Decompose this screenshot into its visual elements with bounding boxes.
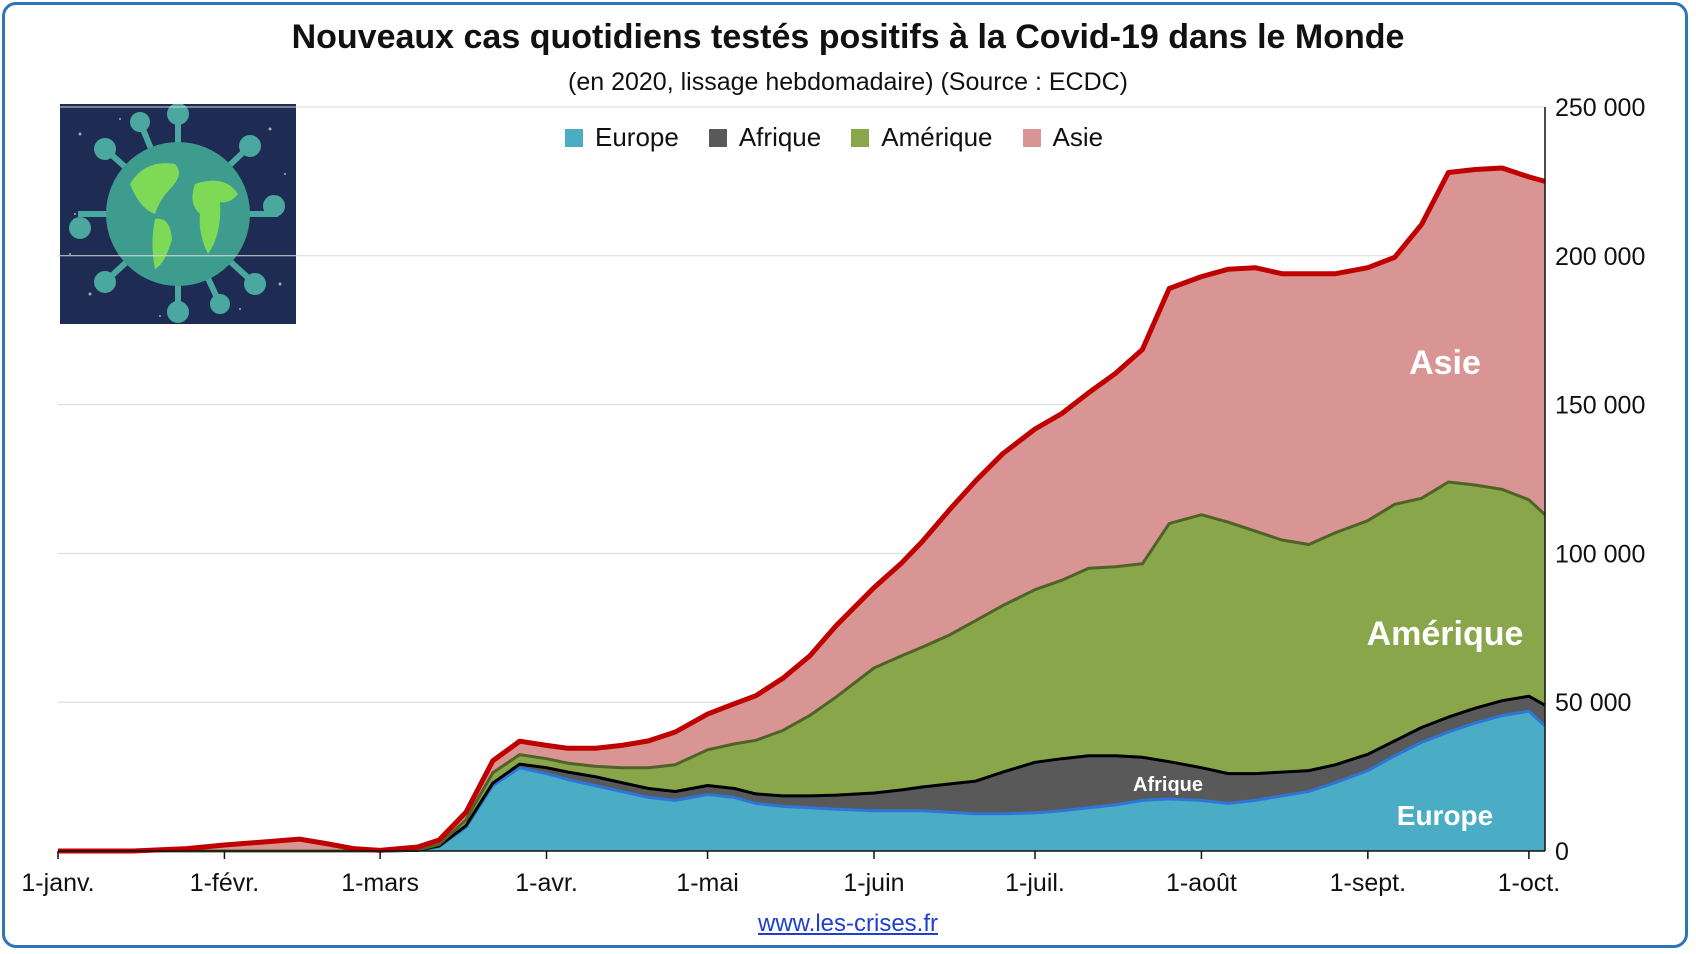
- chart-subtitle: (en 2020, lissage hebdomadaire) (Source …: [568, 68, 1128, 96]
- legend-item-amerique: Amérique: [851, 122, 993, 153]
- y-tick-label: 250 000: [1555, 94, 1645, 122]
- x-tick-label: 1-févr.: [190, 869, 259, 897]
- source-link[interactable]: www.les-crises.fr: [757, 910, 938, 937]
- annotation-europe: Europe: [1397, 800, 1493, 831]
- chart-legend: Europe Afrique Amérique Asie: [565, 122, 1103, 153]
- y-tick-label: 150 000: [1555, 392, 1645, 420]
- annotation-afrique: Afrique: [1133, 774, 1203, 796]
- x-tick-label: 1-mai: [676, 869, 739, 897]
- legend-item-asie: Asie: [1022, 122, 1104, 153]
- area-amerique: [58, 482, 1545, 851]
- y-tick-label: 50 000: [1555, 689, 1631, 717]
- x-tick-label: 1-mars: [341, 869, 419, 897]
- x-tick-label: 1-oct.: [1498, 869, 1561, 897]
- x-tick-label: 1-juil.: [1005, 869, 1065, 897]
- legend-swatch-afrique: [708, 128, 727, 147]
- legend-swatch-europe: [565, 128, 583, 147]
- y-tick-label: 200 000: [1555, 243, 1645, 271]
- legend-swatch-asie: [1022, 128, 1041, 147]
- x-tick-label: 1-août: [1166, 869, 1237, 897]
- x-tick-label: 1-juin: [843, 869, 904, 897]
- x-tick-label: 1-avr.: [515, 869, 578, 897]
- area-europe: [58, 711, 1545, 851]
- line-asie: [58, 165, 1546, 854]
- y-tick-label: 0: [1555, 838, 1569, 866]
- chart-title: Nouveaux cas quotidiens testés positifs …: [291, 18, 1405, 56]
- legend-label-amerique: Amérique: [881, 122, 993, 152]
- legend-label-europe: Europe: [595, 122, 679, 152]
- legend-item-europe: Europe: [565, 122, 679, 153]
- y-tick-label: 100 000: [1555, 540, 1645, 568]
- annotation-asie: Asie: [1409, 344, 1481, 382]
- globe-virus-icon: [60, 104, 296, 324]
- area-asie: [58, 168, 1545, 851]
- legend-item-afrique: Afrique: [708, 122, 822, 153]
- legend-swatch-amerique: [851, 128, 870, 147]
- annotation-amerique: Amérique: [1367, 615, 1524, 653]
- x-tick-label: 1-sept.: [1330, 869, 1406, 897]
- x-tick-label: 1-janv.: [21, 869, 94, 897]
- legend-label-asie: Asie: [1052, 122, 1104, 152]
- legend-label-afrique: Afrique: [738, 122, 822, 152]
